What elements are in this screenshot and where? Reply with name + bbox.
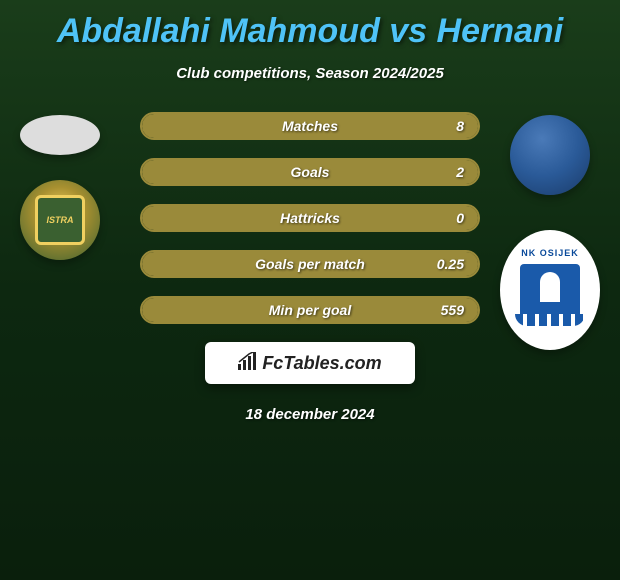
stat-row: Goals per match 0.25	[140, 250, 480, 278]
stat-value-right: 0.25	[437, 256, 464, 272]
stat-row: Matches 8	[140, 112, 480, 140]
stat-label: Min per goal	[269, 302, 351, 318]
subtitle: Club competitions, Season 2024/2025	[0, 65, 620, 82]
stats-area: Matches 8 Goals 2 Hattricks 0 Goals per …	[0, 112, 620, 423]
stat-label: Goals	[291, 164, 330, 180]
stat-row: Goals 2	[140, 158, 480, 186]
chart-icon	[238, 352, 258, 375]
stat-value-right: 2	[456, 164, 464, 180]
page-title: Abdallahi Mahmoud vs Hernani	[0, 0, 620, 51]
branding-badge[interactable]: FcTables.com	[205, 342, 415, 384]
stat-value-right: 0	[456, 210, 464, 226]
stat-label: Hattricks	[280, 210, 340, 226]
stat-label: Goals per match	[255, 256, 365, 272]
date-line: 18 december 2024	[0, 406, 620, 423]
stat-value-right: 559	[441, 302, 464, 318]
stat-row: Hattricks 0	[140, 204, 480, 232]
stat-label: Matches	[282, 118, 338, 134]
branding-text: FcTables.com	[262, 353, 381, 374]
stat-rows: Matches 8 Goals 2 Hattricks 0 Goals per …	[140, 112, 480, 324]
stat-row: Min per goal 559	[140, 296, 480, 324]
stat-value-right: 8	[456, 118, 464, 134]
